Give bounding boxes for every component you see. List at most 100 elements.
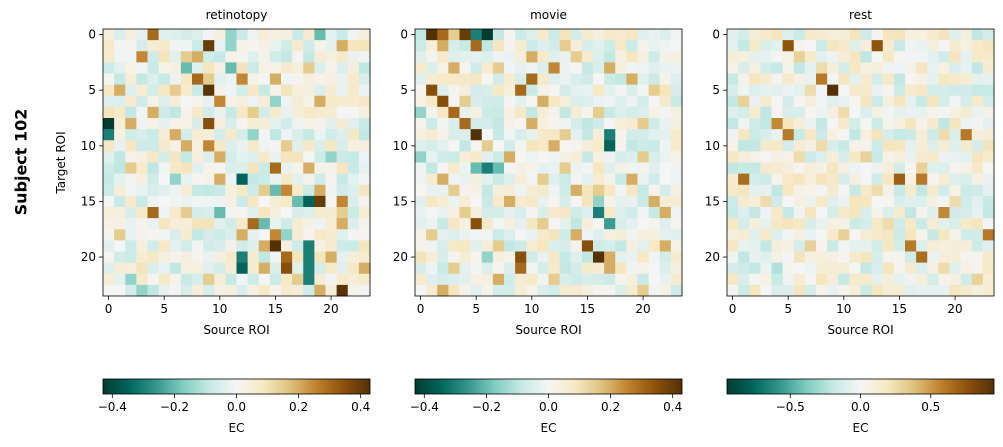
heatmap-cell	[437, 51, 449, 63]
heatmap-cell	[426, 129, 438, 141]
heatmap-cell	[459, 218, 472, 230]
heatmap-cell	[637, 151, 650, 163]
heatmap-cell	[314, 218, 326, 230]
heatmap-cell	[938, 251, 950, 264]
heatmap-cell	[871, 162, 884, 175]
heatmap-cell	[147, 251, 160, 264]
heatmap-cell	[804, 273, 817, 286]
heatmap-cell	[893, 129, 906, 141]
heatmap-cell	[927, 218, 939, 230]
heatmap-cell	[727, 29, 739, 41]
heatmap-cell	[893, 251, 906, 264]
heatmap-cell	[214, 51, 226, 63]
heatmap-cell	[849, 29, 861, 41]
heatmap-cell	[125, 184, 137, 197]
heatmap-cell	[793, 262, 806, 275]
heatmap-cell	[871, 218, 884, 230]
heatmap-cell	[548, 251, 561, 264]
heatmap-cell	[916, 162, 928, 175]
heatmap-cell	[581, 62, 594, 74]
heatmap-cell	[559, 173, 572, 186]
heatmap-cell	[570, 262, 583, 275]
heatmap-cell	[570, 118, 583, 130]
heatmap-cell	[236, 95, 249, 108]
heatmap-cell	[203, 151, 215, 163]
heatmap-cell	[158, 251, 171, 264]
heatmap-cell	[960, 140, 973, 152]
heatmap-cell	[481, 207, 494, 219]
heatmap-cell	[559, 229, 572, 241]
heatmap-cell	[459, 29, 472, 41]
heatmap-cell	[125, 51, 137, 63]
heatmap-cell	[347, 184, 360, 197]
heatmap-cell	[247, 129, 260, 141]
heatmap-cell	[136, 118, 148, 130]
heatmap-cell	[927, 129, 939, 141]
heatmap-cell	[648, 218, 661, 230]
heatmap-cell	[459, 240, 472, 252]
heatmap-cell	[905, 73, 917, 86]
heatmap-cell	[849, 62, 861, 74]
heatmap-cell	[893, 173, 906, 186]
heatmap-cell	[949, 173, 962, 186]
heatmap-cell	[615, 29, 627, 41]
heatmap-cell	[860, 51, 873, 63]
heatmap-cell	[537, 162, 549, 175]
heatmap-cell	[838, 129, 850, 141]
x-tick-label: 5	[160, 302, 168, 316]
heatmap-cell	[336, 240, 349, 252]
heatmap-cell	[849, 251, 861, 264]
heatmap-cell	[470, 284, 483, 297]
heatmap-cell	[470, 151, 483, 163]
heatmap-cell	[247, 218, 260, 230]
heatmap-cell	[559, 106, 572, 119]
heatmap-cell	[103, 129, 115, 141]
heatmap-cell	[782, 251, 795, 264]
heatmap-cell	[325, 284, 338, 297]
heatmap-cell	[459, 229, 472, 241]
heatmap-cell	[314, 95, 326, 108]
heatmap-cell	[526, 229, 538, 241]
heatmap-cell	[849, 207, 861, 219]
heatmap-cell	[504, 140, 516, 152]
heatmap-cell	[481, 184, 494, 197]
heatmap-cell	[303, 40, 315, 52]
heatmap-cell	[882, 262, 895, 275]
heatmap-cell	[325, 151, 338, 163]
heatmap-cell	[816, 140, 828, 152]
heatmap-cell	[882, 140, 895, 152]
heatmap-cell	[670, 129, 683, 141]
heatmap-cell	[526, 195, 538, 208]
heatmap-cell	[515, 84, 527, 97]
heatmap-cell	[593, 240, 605, 252]
heatmap-cell	[426, 262, 438, 275]
heatmap-cell	[816, 151, 828, 163]
heatmap-cell	[849, 273, 861, 286]
heatmap-cell	[871, 73, 884, 86]
heatmap-cell	[938, 51, 950, 63]
heatmap-cell	[103, 218, 115, 230]
heatmap-cell	[916, 140, 928, 152]
heatmap-cell	[281, 140, 293, 152]
heatmap-cell	[347, 207, 360, 219]
heatmap-cell	[982, 129, 995, 141]
heatmap-cell	[626, 284, 638, 297]
heatmap-cell	[916, 29, 928, 41]
heatmap-cell	[804, 195, 817, 208]
heatmap-cell	[225, 251, 237, 264]
heatmap-cell	[147, 184, 160, 197]
heatmap-cell	[325, 240, 338, 252]
heatmap-cell	[949, 40, 962, 52]
heatmap-cell	[659, 162, 672, 175]
heatmap-cell	[158, 129, 171, 141]
heatmap-cell	[247, 151, 260, 163]
heatmap-cell	[515, 106, 527, 119]
heatmap-cell	[648, 151, 661, 163]
heatmap-cell	[236, 162, 249, 175]
heatmap-cell	[448, 151, 460, 163]
heatmap-cell	[626, 162, 638, 175]
heatmap-cell	[615, 40, 627, 52]
heatmap-cell	[136, 40, 148, 52]
heatmap-cell	[727, 184, 739, 197]
